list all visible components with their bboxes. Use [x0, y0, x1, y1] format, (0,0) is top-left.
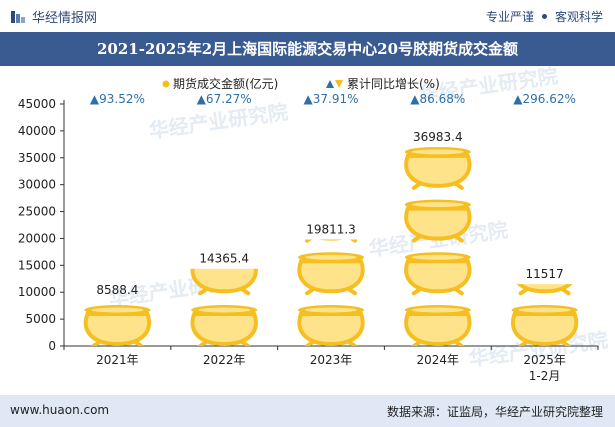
bar-pot-rim-inner: [411, 307, 464, 313]
bar-pot-feet: [518, 340, 571, 346]
bar-pot-body: [297, 259, 365, 294]
page-title: 2021-2025年2月上海国际能源交易中心20号胶期货成交金额: [0, 32, 615, 66]
bar-chart: 华经产业研究院华经产业研究院华经产业研究院华经产业研究院华经产业研究院期货成交金…: [18, 66, 610, 383]
bar-pot-feet: [411, 234, 464, 243]
bar-2: [297, 200, 365, 346]
bar-pot-rim-inner: [305, 202, 357, 207]
bar-pot-rim-inner: [411, 202, 464, 208]
y-tick-label: 30000: [18, 178, 56, 192]
x-category-label: 2023年: [310, 353, 353, 367]
bar-pot-rim-inner: [198, 307, 251, 313]
bar-pictogram: [511, 252, 579, 346]
y-tick-label: 20000: [18, 231, 56, 245]
bar-pot-body: [190, 312, 258, 347]
growth-rate-label: ▲86.68%: [410, 92, 465, 106]
bar-1: [190, 268, 258, 347]
legend: 期货成交金额(亿元) 累计同比增长(%): [162, 76, 440, 91]
y-tick-label: 25000: [18, 205, 56, 219]
bar-4: [511, 252, 579, 346]
bar-value-label: 36983.4: [413, 130, 463, 144]
separator-dot-icon: [541, 14, 547, 19]
tag-objective: 客观科学: [554, 10, 603, 24]
bar-pot-feet: [305, 239, 357, 243]
x-category-label: 2022年: [203, 353, 246, 367]
bar-pot-body: [404, 206, 472, 241]
legend-label-amount: 期货成交金额(亿元): [173, 76, 278, 91]
legend-bar-marker-icon: [162, 80, 170, 88]
y-tick-label: 5000: [25, 312, 56, 326]
bar-pot-feet: [305, 287, 357, 296]
bar-pot-rim-inner: [305, 254, 357, 260]
bar-pot-feet: [305, 340, 357, 346]
bar-pot-rim: [298, 200, 364, 210]
bar-pot-rim-inner: [411, 254, 464, 260]
bar-pot-feet: [411, 287, 464, 296]
y-tick-label: 15000: [18, 258, 56, 272]
bar-pot-body: [511, 312, 579, 346]
legend-label-growth: 累计同比增长(%): [347, 77, 440, 91]
y-tick-label: 40000: [18, 124, 56, 138]
x-category-label: 2021年: [96, 353, 139, 367]
bar-pictogram: [404, 147, 472, 346]
bar-3: [404, 147, 472, 346]
bar-pot-body: [83, 312, 151, 346]
bar-pot-rim-inner: [411, 149, 464, 155]
y-tick-label: 45000: [18, 97, 56, 111]
bar-pot-body: [404, 312, 472, 346]
bar-pot-feet: [91, 340, 144, 346]
y-tick-label: 10000: [18, 285, 56, 299]
bar-pot-body: [190, 268, 258, 294]
bar-pot-feet: [198, 287, 251, 296]
legend-up-triangle-icon: [326, 80, 334, 88]
bar-value-label: 11517: [526, 267, 564, 281]
brand[interactable]: 华经情报网: [10, 7, 97, 26]
watermark-text: 华经产业研究院: [147, 100, 289, 143]
bar-pictogram: [190, 268, 258, 347]
bar-pictogram: [297, 200, 365, 346]
bar-pot-rim-inner: [91, 307, 144, 313]
bar-pot-rim-inner: [519, 255, 571, 260]
brand-name: 华经情报网: [32, 11, 98, 26]
growth-rate-label: ▲296.62%: [513, 92, 576, 106]
bar-pot-body: [297, 312, 365, 346]
x-category-label: 2024年: [417, 353, 460, 367]
growth-rate-label: ▲37.91%: [304, 92, 359, 106]
x-category-label: 2025年: [523, 353, 566, 367]
footer: www.huaon.com 数据来源：证监局，华经产业研究院整理: [0, 395, 615, 427]
bar-value-label: 19811.3: [306, 222, 356, 236]
bar-pot-feet: [198, 340, 251, 347]
bar-pot-body: [404, 153, 472, 188]
growth-rate-label: ▲67.27%: [197, 92, 252, 106]
bar-pot-feet: [411, 181, 464, 190]
top-bar: 华经情报网 专业严谨 客观科学: [0, 0, 615, 32]
bar-pot-rim-inner: [518, 307, 571, 313]
y-tick-label: 0: [48, 339, 56, 353]
x-category-sublabel: 1-2月: [529, 369, 561, 383]
bar-pot-feet: [518, 287, 571, 296]
growth-rate-label: ▲93.52%: [90, 92, 145, 106]
bar-pot-body: [404, 259, 472, 294]
brand-logo-icon: [11, 10, 25, 23]
bar-pictogram: [83, 305, 151, 346]
tagline: 专业严谨 客观科学: [486, 8, 603, 25]
legend-down-triangle-icon: [335, 80, 343, 88]
tag-professional: 专业严谨: [485, 10, 534, 24]
footer-url[interactable]: www.huaon.com: [10, 403, 110, 417]
bar-pot-rim-inner: [305, 307, 357, 313]
y-tick-label: 35000: [18, 151, 56, 165]
bar-0: [83, 305, 151, 346]
bar-pot-rim: [512, 252, 578, 262]
footer-source: 数据来源：证监局，华经产业研究院整理: [386, 405, 603, 419]
bar-value-label: 14365.4: [199, 252, 249, 266]
bar-pot-feet: [411, 340, 464, 346]
bar-pot-body: [516, 284, 573, 294]
bar-value-label: 8588.4: [96, 283, 138, 297]
